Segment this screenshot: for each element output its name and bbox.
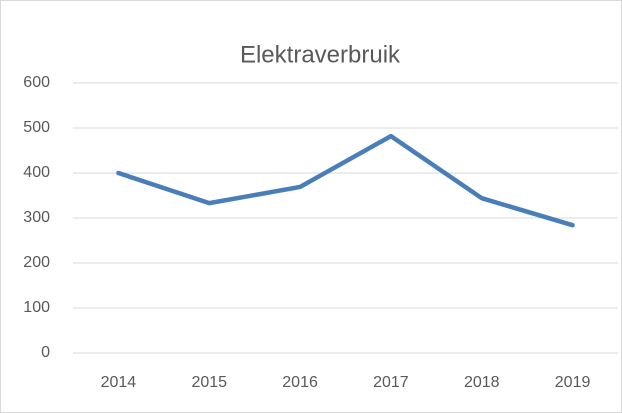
x-tick-label: 2017 [373,374,409,391]
x-tick-label: 2014 [101,374,137,391]
chart-title: Elektraverbruik [240,41,401,68]
x-tick-label: 2019 [555,374,591,391]
y-tick-label: 100 [23,299,50,316]
x-tick-label: 2015 [191,374,227,391]
x-tick-label: 2018 [464,374,500,391]
y-tick-label: 600 [23,74,50,91]
data-line [116,133,575,228]
y-tick-label: 0 [41,344,50,361]
y-tick-label: 400 [23,164,50,181]
x-tick-label: 2016 [282,374,318,391]
y-tick-label: 200 [23,254,50,271]
y-tick-label: 500 [23,119,50,136]
y-tick-label: 300 [23,209,50,226]
